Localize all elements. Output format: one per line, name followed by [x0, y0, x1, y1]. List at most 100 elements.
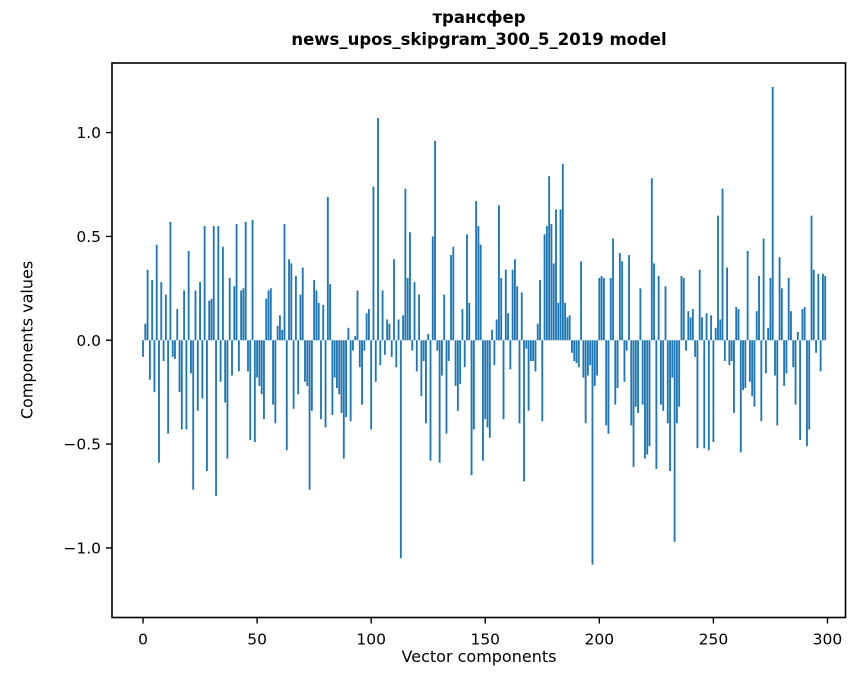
bar [589, 340, 592, 366]
bar [660, 340, 662, 405]
x-tick-label: 150 [470, 631, 500, 649]
bar [395, 340, 398, 368]
bar [762, 238, 765, 341]
bar [158, 340, 160, 463]
bar [171, 340, 174, 357]
bar [196, 340, 199, 411]
bar [650, 178, 653, 341]
bar [776, 340, 779, 426]
bar [326, 196, 329, 341]
bar [586, 340, 589, 376]
bar [367, 309, 370, 341]
bar [796, 331, 799, 341]
bar [331, 340, 334, 416]
bar [769, 277, 772, 341]
bar [730, 340, 733, 362]
bar [374, 340, 377, 382]
bar [689, 317, 692, 341]
bar [411, 340, 414, 351]
bar [625, 340, 628, 351]
bar [737, 309, 740, 341]
bar [662, 340, 665, 411]
bar [648, 340, 651, 447]
bar [621, 261, 624, 341]
bar [345, 340, 348, 418]
bar [598, 277, 601, 341]
bar [780, 288, 783, 341]
bar [561, 163, 564, 341]
bar [468, 302, 471, 341]
bar [817, 273, 820, 341]
bar [792, 340, 795, 368]
bar [190, 340, 192, 374]
bar [210, 298, 213, 341]
bar [787, 277, 790, 341]
bar [739, 340, 742, 453]
bar [342, 340, 345, 459]
bar [276, 325, 279, 341]
bar [719, 319, 722, 341]
bar [272, 340, 274, 405]
bar [283, 223, 286, 341]
bar [281, 329, 284, 341]
bar [641, 340, 644, 405]
bar [461, 309, 464, 341]
bar [443, 294, 446, 341]
bar [714, 327, 717, 341]
bar [438, 340, 441, 463]
y-axis-label: Components values [17, 260, 37, 420]
bar [509, 340, 512, 370]
bar [233, 286, 236, 341]
bar [513, 259, 516, 341]
bar [778, 257, 781, 341]
bar [616, 340, 619, 389]
bar [504, 269, 507, 341]
bar [459, 340, 462, 384]
bar [696, 340, 699, 449]
bar [733, 340, 735, 413]
bar [753, 340, 756, 407]
bar [251, 219, 254, 341]
bar [694, 340, 697, 357]
bar [785, 340, 788, 374]
bar [445, 340, 448, 434]
bar [244, 221, 247, 341]
bar [582, 340, 585, 378]
bar [409, 232, 411, 341]
bar [812, 269, 815, 341]
bar [205, 340, 208, 472]
bar [498, 205, 500, 341]
bar [678, 340, 681, 407]
bar [801, 309, 804, 341]
bar [628, 255, 630, 341]
bar [824, 275, 827, 341]
bar [221, 246, 224, 341]
bar [429, 340, 432, 461]
bar [370, 340, 373, 430]
bar [634, 340, 637, 407]
bar [735, 307, 738, 341]
bar [228, 277, 231, 341]
bar [511, 269, 514, 341]
bar [219, 340, 222, 382]
bar [297, 340, 300, 395]
bar [794, 340, 797, 405]
bar [742, 340, 744, 391]
bar [500, 277, 503, 341]
bar [523, 340, 525, 482]
x-tick-label: 0 [138, 631, 148, 649]
x-tick-label: 50 [247, 631, 267, 649]
bar [142, 340, 144, 357]
x-axis-label: Vector components [401, 647, 557, 666]
bar [790, 311, 792, 341]
bar [580, 261, 582, 341]
bar [226, 340, 229, 459]
bar [529, 340, 532, 362]
bar [803, 307, 806, 341]
bar [698, 269, 701, 341]
bar [607, 340, 610, 434]
bar [806, 340, 808, 447]
bar [536, 323, 539, 341]
